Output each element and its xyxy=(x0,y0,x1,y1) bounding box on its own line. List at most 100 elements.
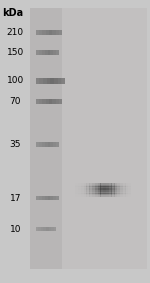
Bar xyxy=(81,186,84,188)
Bar xyxy=(56,142,59,147)
Bar xyxy=(84,190,87,192)
Bar xyxy=(48,142,50,147)
Bar xyxy=(114,185,117,187)
Bar xyxy=(54,227,56,231)
Bar xyxy=(123,193,126,195)
Bar xyxy=(89,190,92,192)
Bar xyxy=(111,188,115,190)
Bar xyxy=(123,190,126,192)
Bar xyxy=(103,193,106,195)
Text: 17: 17 xyxy=(10,194,21,203)
Bar xyxy=(114,192,117,194)
Bar xyxy=(75,183,78,185)
Bar xyxy=(109,183,112,185)
Bar xyxy=(75,188,78,190)
Bar xyxy=(61,78,65,84)
Bar xyxy=(86,186,90,188)
Bar xyxy=(54,78,58,84)
Bar xyxy=(78,188,81,190)
Bar xyxy=(84,195,87,197)
Bar xyxy=(120,192,123,194)
Bar xyxy=(117,190,120,192)
Bar xyxy=(109,188,112,190)
Bar xyxy=(92,183,95,185)
Bar xyxy=(84,188,87,190)
Bar xyxy=(43,78,47,84)
Bar xyxy=(45,196,48,200)
Bar xyxy=(92,192,95,194)
Bar xyxy=(100,192,104,194)
Bar xyxy=(81,185,84,187)
Bar xyxy=(39,142,42,147)
Bar xyxy=(86,193,90,195)
Bar xyxy=(81,183,84,185)
Bar xyxy=(120,185,123,187)
Bar xyxy=(125,186,129,188)
Bar xyxy=(117,193,120,195)
Bar xyxy=(48,50,50,55)
Bar xyxy=(117,192,120,194)
Bar xyxy=(123,185,126,187)
Bar xyxy=(89,192,92,194)
Bar xyxy=(125,193,129,195)
Bar xyxy=(106,185,109,187)
Bar xyxy=(103,183,106,185)
Bar xyxy=(114,188,117,190)
Bar xyxy=(78,190,81,192)
Bar xyxy=(84,183,87,185)
Bar xyxy=(98,195,101,197)
Bar xyxy=(114,193,117,195)
Bar xyxy=(109,186,112,188)
Bar xyxy=(111,192,115,194)
Bar xyxy=(100,186,104,188)
Bar xyxy=(100,183,104,185)
Bar xyxy=(86,190,90,192)
Bar xyxy=(128,190,131,192)
Bar xyxy=(111,186,115,188)
Bar xyxy=(95,185,98,187)
Bar xyxy=(92,186,95,188)
Bar xyxy=(103,188,106,190)
Bar xyxy=(30,8,62,269)
Bar xyxy=(114,190,117,192)
Bar xyxy=(36,78,39,84)
Bar xyxy=(81,192,84,194)
Bar xyxy=(36,30,39,35)
Bar xyxy=(106,190,109,192)
Text: 100: 100 xyxy=(7,76,24,85)
Bar xyxy=(42,30,46,35)
Bar xyxy=(125,192,129,194)
Bar xyxy=(120,193,123,195)
Bar xyxy=(106,188,109,190)
Bar xyxy=(45,142,48,147)
Bar xyxy=(111,183,115,185)
Bar xyxy=(78,192,81,194)
Bar xyxy=(100,185,104,187)
Bar xyxy=(109,190,112,192)
Bar xyxy=(92,185,95,187)
Bar xyxy=(36,50,39,55)
Bar xyxy=(39,78,43,84)
Bar xyxy=(48,196,50,200)
Bar xyxy=(123,186,126,188)
Bar xyxy=(39,30,42,35)
Bar xyxy=(51,227,54,231)
Bar xyxy=(100,188,104,190)
Bar xyxy=(84,185,87,187)
Bar xyxy=(42,196,45,200)
Bar xyxy=(98,193,101,195)
Bar xyxy=(86,183,90,185)
Bar xyxy=(98,190,101,192)
Bar xyxy=(46,30,49,35)
Bar xyxy=(123,192,126,194)
Bar xyxy=(52,99,56,104)
Bar xyxy=(106,183,109,185)
Bar xyxy=(106,186,109,188)
Bar xyxy=(92,193,95,195)
Bar xyxy=(46,99,49,104)
Bar xyxy=(78,183,81,185)
Bar xyxy=(103,185,106,187)
Bar xyxy=(75,186,78,188)
Bar xyxy=(36,196,39,200)
Bar xyxy=(92,188,95,190)
